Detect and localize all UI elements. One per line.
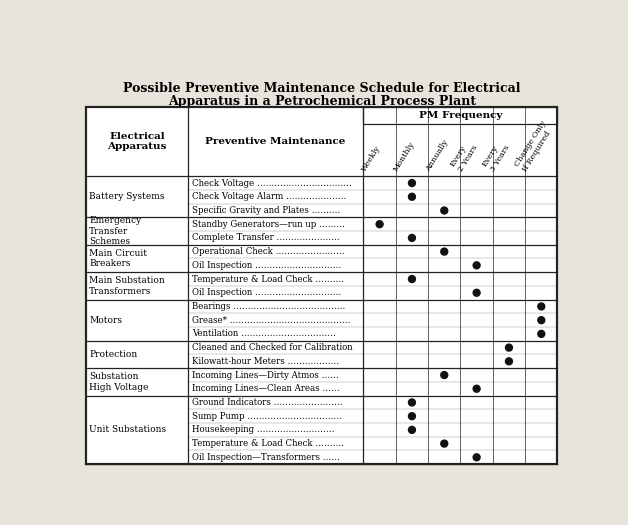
Text: Protection: Protection bbox=[89, 350, 138, 359]
Text: Incoming Lines—Dirty Atmos ……: Incoming Lines—Dirty Atmos …… bbox=[192, 371, 338, 380]
Text: Monthly: Monthly bbox=[392, 140, 416, 173]
Text: Bearings …………………………………: Bearings ………………………………… bbox=[192, 302, 345, 311]
Circle shape bbox=[538, 303, 544, 310]
Circle shape bbox=[408, 399, 415, 406]
Text: Oil Inspection …………………………: Oil Inspection ………………………… bbox=[192, 261, 341, 270]
Circle shape bbox=[473, 262, 480, 269]
Text: Temperature & Load Check ……….: Temperature & Load Check ………. bbox=[192, 439, 344, 448]
Text: Ventilation ……………………………: Ventilation …………………………… bbox=[192, 329, 335, 339]
Circle shape bbox=[408, 193, 415, 200]
Circle shape bbox=[506, 344, 512, 351]
Text: Check Voltage Alarm …………………: Check Voltage Alarm ………………… bbox=[192, 192, 346, 201]
Text: Unit Substations: Unit Substations bbox=[89, 425, 166, 434]
Text: Check Voltage ……………………………: Check Voltage …………………………… bbox=[192, 178, 352, 187]
Text: Substation
High Voltage: Substation High Voltage bbox=[89, 372, 149, 392]
Text: Possible Preventive Maintenance Schedule for Electrical: Possible Preventive Maintenance Schedule… bbox=[123, 82, 521, 95]
Text: Electrical
Apparatus: Electrical Apparatus bbox=[107, 132, 167, 151]
Text: Apparatus in a Petrochemical Process Plant: Apparatus in a Petrochemical Process Pla… bbox=[168, 94, 476, 108]
Circle shape bbox=[473, 289, 480, 296]
Circle shape bbox=[538, 317, 544, 323]
Text: Standby Generators—run up ………: Standby Generators—run up ……… bbox=[192, 219, 345, 229]
Text: Preventive Maintenance: Preventive Maintenance bbox=[205, 137, 346, 146]
Circle shape bbox=[408, 426, 415, 433]
Text: Complete Transfer ………………….: Complete Transfer …………………. bbox=[192, 234, 339, 243]
Text: Oil Inspection—Transformers ……: Oil Inspection—Transformers …… bbox=[192, 453, 340, 462]
Circle shape bbox=[506, 358, 512, 365]
Text: Weekly: Weekly bbox=[360, 144, 382, 173]
Circle shape bbox=[408, 276, 415, 282]
Text: Change Only
If Required: Change Only If Required bbox=[514, 119, 556, 173]
Circle shape bbox=[376, 220, 383, 228]
Circle shape bbox=[473, 454, 480, 461]
Bar bbox=[364, 107, 558, 124]
Text: Oil Inspection …………………………: Oil Inspection ………………………… bbox=[192, 288, 341, 297]
Text: Cleaned and Checked for Calibration: Cleaned and Checked for Calibration bbox=[192, 343, 352, 352]
Text: Main Substation
Transformers: Main Substation Transformers bbox=[89, 276, 165, 296]
Circle shape bbox=[473, 385, 480, 392]
Text: Every
3 Years: Every 3 Years bbox=[481, 139, 512, 173]
Circle shape bbox=[441, 207, 448, 214]
Circle shape bbox=[441, 372, 448, 379]
Text: Operational Check ……………………: Operational Check …………………… bbox=[192, 247, 344, 256]
Text: Main Circuit
Breakers: Main Circuit Breakers bbox=[89, 249, 148, 268]
Text: Incoming Lines—Clean Areas ……: Incoming Lines—Clean Areas …… bbox=[192, 384, 339, 393]
Text: Battery Systems: Battery Systems bbox=[89, 192, 165, 201]
Text: Sump Pump ……………………………: Sump Pump …………………………… bbox=[192, 412, 342, 421]
Text: Grease* ……………………………………: Grease* …………………………………… bbox=[192, 316, 350, 324]
Text: Housekeeping ………………………: Housekeeping ……………………… bbox=[192, 425, 334, 434]
Bar bbox=[86, 107, 558, 464]
Text: Motors: Motors bbox=[89, 316, 122, 324]
Text: Every
2 Years: Every 2 Years bbox=[449, 139, 479, 173]
Text: Annually: Annually bbox=[425, 139, 450, 173]
Text: Specific Gravity and Plates ……….: Specific Gravity and Plates ………. bbox=[192, 206, 340, 215]
Text: Emergency
Transfer
Schemes: Emergency Transfer Schemes bbox=[89, 216, 141, 246]
Text: PM Frequency: PM Frequency bbox=[419, 111, 502, 120]
Text: Temperature & Load Check ……….: Temperature & Load Check ………. bbox=[192, 275, 344, 284]
Circle shape bbox=[408, 235, 415, 242]
Text: Ground Indicators ……………………: Ground Indicators …………………… bbox=[192, 398, 342, 407]
Circle shape bbox=[408, 413, 415, 419]
Circle shape bbox=[441, 248, 448, 255]
Circle shape bbox=[538, 330, 544, 338]
Circle shape bbox=[441, 440, 448, 447]
Circle shape bbox=[408, 180, 415, 186]
Text: Kilowatt-hour Meters ………………: Kilowatt-hour Meters ……………… bbox=[192, 357, 339, 366]
